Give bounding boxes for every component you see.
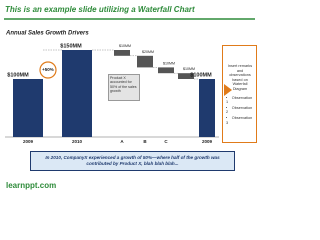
remarks-box: Insert remarks and observations based on… [222, 45, 257, 143]
x-tick-label: B [143, 139, 147, 144]
footer-logo: learnppt.com [6, 181, 56, 190]
bar [13, 79, 43, 137]
remarks-list: Observation 1Observation 2Observation 3 [226, 96, 254, 126]
remarks-arrow [224, 84, 232, 96]
slide: This is an example slide utilizing a Wat… [0, 0, 259, 194]
value-label: $100MM [190, 72, 212, 78]
bar [62, 50, 92, 137]
x-tick-label: 2009 [202, 139, 213, 144]
remarks-heading: Insert remarks and observations based on… [227, 64, 253, 91]
x-tick-label: 2010 [72, 139, 83, 144]
value-label: $100MM [7, 72, 29, 78]
value-label: $150MM [60, 43, 82, 49]
slide-title: This is an example slide utilizing a Wat… [5, 5, 195, 14]
x-tick-label: A [120, 139, 124, 144]
bar [137, 55, 153, 68]
summary-box: In 2010, CompanyX experienced a growth o… [30, 151, 235, 171]
bar [199, 79, 215, 137]
remarks-item: Observation 2 [226, 106, 254, 115]
value-label: $10MM [163, 61, 175, 65]
chart-title: Annual Sales Growth Drivers [5, 31, 89, 37]
remarks-item: Observation 3 [226, 116, 254, 125]
value-label: $10MM [183, 67, 195, 71]
chart: This is an example slide utilizing a Wat… [4, 5, 255, 190]
bar [158, 67, 174, 74]
x-tick-label: 2009 [23, 139, 34, 144]
bar [178, 73, 194, 79]
remarks-item: Observation 1 [226, 96, 254, 105]
x-tick-label: C [164, 139, 168, 144]
growth-badge [39, 61, 57, 79]
value-label: $10MM [119, 44, 131, 48]
bar [114, 50, 130, 56]
annotation-box: Product X accounted for 50% of the sales… [108, 74, 140, 101]
growth-badge-text: +50% [42, 67, 54, 72]
value-label: $20MM [142, 50, 154, 54]
